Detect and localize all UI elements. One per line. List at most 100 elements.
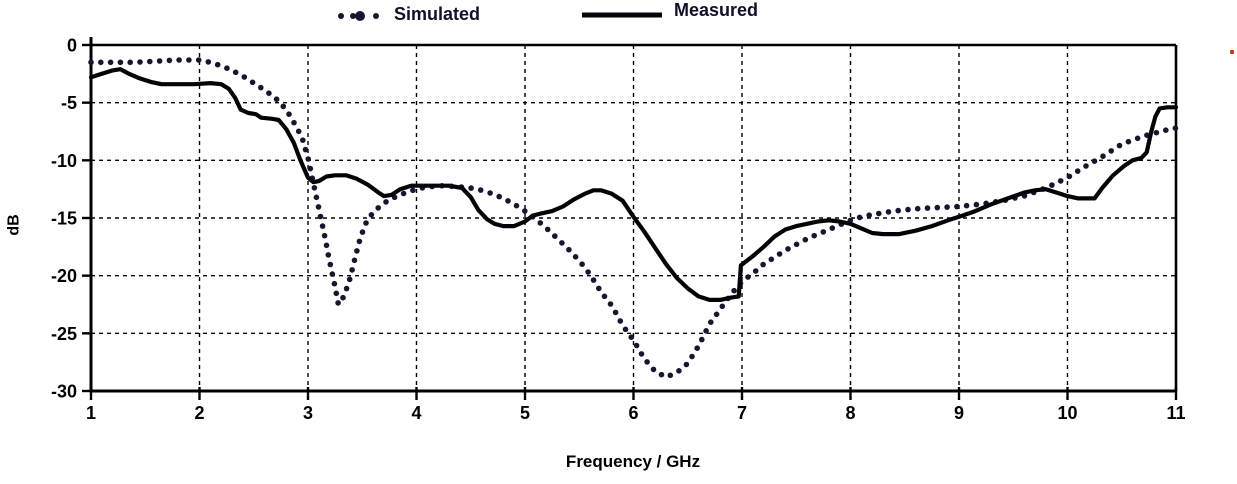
- simulated-dot: [829, 225, 836, 231]
- simulated-dot: [359, 229, 366, 235]
- y-tick-label: -20: [51, 266, 77, 286]
- simulated-dot: [291, 119, 297, 126]
- simulated-dot: [335, 300, 341, 306]
- simulated-dot: [321, 232, 328, 239]
- simulated-dot: [689, 353, 695, 360]
- simulated-dot: [579, 261, 585, 268]
- simulated-dot: [914, 205, 921, 212]
- simulated-dot: [224, 65, 230, 71]
- x-tick-label: 6: [628, 403, 638, 423]
- measured-line: [88, 67, 1179, 302]
- simulated-dot: [1172, 125, 1179, 131]
- simulated-dot: [340, 294, 346, 301]
- simulated-dot: [905, 206, 911, 213]
- simulated-dot: [963, 202, 970, 209]
- simulated-dot: [351, 257, 358, 264]
- simulated-dot: [400, 190, 407, 197]
- simulated-dot: [117, 59, 124, 66]
- simulated-dot: [313, 194, 320, 201]
- simulated-dot: [885, 209, 892, 215]
- simulated-dot: [266, 90, 272, 96]
- simulated-dot: [156, 58, 163, 64]
- simulated-dot: [343, 285, 350, 292]
- simulated-dot: [552, 233, 558, 239]
- simulated-dot: [147, 58, 153, 65]
- simulated-dot: [638, 351, 645, 357]
- y-tick-label: -5: [61, 93, 77, 113]
- simulated-dot: [633, 342, 640, 349]
- simulated-dot: [719, 303, 726, 310]
- simulated-dot: [628, 334, 635, 341]
- simulated-dot: [232, 69, 239, 76]
- simulated-dot: [1083, 163, 1089, 169]
- simulated-dot: [327, 261, 334, 268]
- x-tick-label: 7: [737, 403, 747, 423]
- simulated-dot: [895, 207, 901, 214]
- simulated-dot: [333, 290, 340, 297]
- simulated-dot: [513, 202, 520, 209]
- simulated-dot: [708, 319, 714, 326]
- y-tick-label: -10: [51, 151, 77, 171]
- simulated-dot: [383, 199, 389, 205]
- simulated-dot: [607, 301, 614, 307]
- simulated-dot: [760, 261, 766, 268]
- simulated-dot: [572, 253, 579, 260]
- simulated-dot: [323, 242, 330, 249]
- simulated-dot: [566, 246, 572, 253]
- y-tick-label: 0: [67, 36, 77, 56]
- simulated-dot: [745, 274, 751, 280]
- simulated-dot: [107, 59, 114, 66]
- simulated-dot: [354, 248, 360, 254]
- legend-label-measured: Measured: [674, 0, 759, 20]
- simulated-dot: [544, 226, 551, 233]
- simulated-dot: [137, 59, 143, 65]
- simulated-dot: [311, 185, 318, 191]
- simulated-dot: [776, 251, 783, 257]
- legend-item-simulated: Simulated: [336, 4, 480, 25]
- simulated-dot: [1134, 135, 1141, 142]
- simulated-dot: [585, 269, 591, 275]
- simulated-dot: [356, 238, 363, 245]
- simulated-dot: [694, 345, 700, 352]
- simulated-dot: [522, 208, 528, 214]
- simulated-dot: [559, 240, 565, 246]
- simulated-dot: [1116, 142, 1123, 149]
- simulated-dot: [793, 241, 800, 248]
- x-tick-label: 9: [954, 403, 964, 423]
- simulated-dot: [811, 232, 817, 239]
- x-tick-label: 3: [303, 403, 313, 423]
- simulated-dot: [973, 201, 980, 208]
- x-tick-label: 5: [520, 403, 530, 423]
- simulated-dot: [752, 268, 759, 274]
- simulated-dot: [590, 277, 597, 283]
- simulated-dot: [258, 84, 264, 91]
- simulated-dot: [176, 57, 182, 63]
- simulated-dot: [477, 187, 484, 193]
- simulated-dot: [325, 252, 332, 258]
- simulated-dot: [305, 156, 312, 162]
- simulated-dot: [295, 128, 302, 135]
- simulated-dot: [537, 220, 544, 226]
- legend-item-measured: Measured: [580, 0, 758, 21]
- simulated-dot: [249, 79, 256, 86]
- simulated-dot: [1057, 178, 1064, 184]
- simulated-dot: [731, 287, 737, 294]
- simulated-dot: [410, 187, 416, 194]
- x-tick-label: 1: [86, 403, 96, 423]
- x-tick-label: 11: [1166, 403, 1185, 423]
- x-tick-label: 2: [194, 403, 204, 423]
- simulated-dot: [329, 271, 336, 277]
- simulated-dot: [317, 213, 324, 220]
- simulated-dot: [468, 185, 474, 191]
- simulated-dot: [612, 309, 619, 316]
- simulated-dot: [286, 111, 292, 117]
- simulated-dot: [944, 204, 950, 210]
- simulated-dot: [1066, 173, 1073, 180]
- simulated-dot: [127, 59, 133, 66]
- simulated-dot: [1049, 182, 1055, 188]
- simulated-dot: [241, 74, 248, 80]
- simulated-dot: [363, 220, 369, 226]
- simulated-dot: [1074, 168, 1081, 174]
- simulated-dot: [617, 318, 624, 324]
